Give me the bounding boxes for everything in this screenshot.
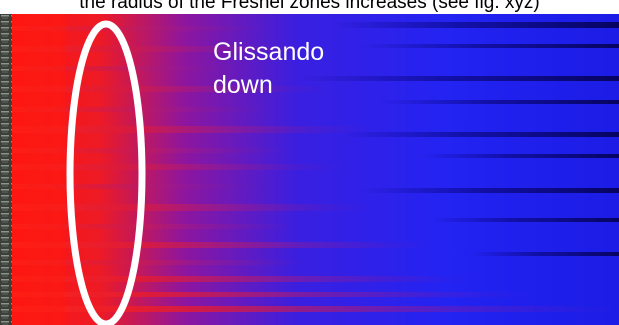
glissando-annotation: Glissando down (213, 36, 324, 102)
left-edge-texture (0, 14, 12, 325)
annotation-line-2: down (213, 69, 324, 102)
annotation-line-1: Glissando (213, 36, 324, 69)
red-core-band (10, 14, 65, 325)
figure-caption: the radius of the Fresnel zones increase… (0, 0, 619, 15)
